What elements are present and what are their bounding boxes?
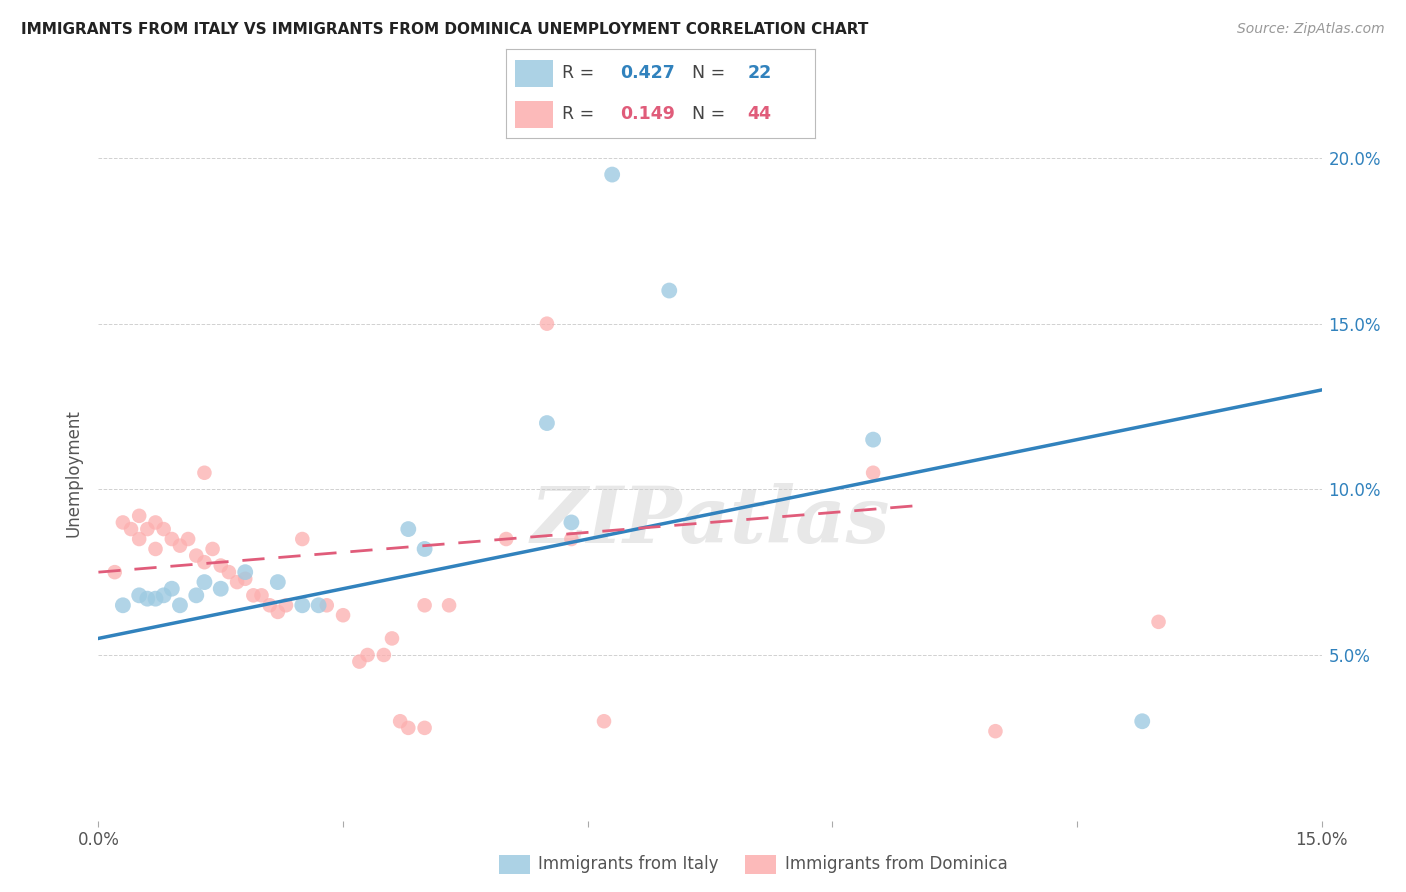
Point — [332, 608, 354, 623]
Text: Immigrants from Dominica: Immigrants from Dominica — [785, 855, 1007, 873]
Point — [169, 539, 191, 553]
Point — [560, 532, 582, 546]
Point — [233, 572, 256, 586]
Point — [1130, 714, 1153, 729]
Point — [291, 532, 314, 546]
Point — [145, 516, 167, 530]
Point — [413, 541, 436, 556]
Text: 0.427: 0.427 — [620, 64, 675, 82]
Point — [186, 588, 208, 602]
Point — [136, 522, 159, 536]
Point — [152, 522, 174, 536]
Text: Source: ZipAtlas.com: Source: ZipAtlas.com — [1237, 22, 1385, 37]
Point — [250, 588, 273, 602]
Point — [274, 599, 297, 613]
Point — [136, 591, 159, 606]
Point — [862, 433, 884, 447]
Text: N =: N = — [692, 105, 731, 123]
Point — [267, 575, 290, 590]
Point — [218, 565, 240, 579]
Point — [413, 599, 436, 613]
Text: Immigrants from Italy: Immigrants from Italy — [538, 855, 718, 873]
Text: N =: N = — [692, 64, 731, 82]
Point — [160, 582, 183, 596]
Point — [242, 588, 264, 602]
Point — [111, 516, 134, 530]
Point — [536, 416, 558, 430]
Point — [495, 532, 517, 546]
Point — [152, 588, 174, 602]
Point — [1147, 615, 1170, 629]
Text: 22: 22 — [748, 64, 772, 82]
Point — [658, 284, 681, 298]
Point — [193, 575, 215, 590]
Point — [381, 632, 404, 646]
Text: R =: R = — [562, 105, 599, 123]
Point — [233, 565, 256, 579]
Text: 44: 44 — [748, 105, 772, 123]
Point — [128, 532, 150, 546]
Point — [160, 532, 183, 546]
Point — [536, 317, 558, 331]
Point — [396, 522, 419, 536]
Point — [349, 655, 371, 669]
Point — [226, 575, 249, 590]
FancyBboxPatch shape — [516, 101, 553, 128]
Point — [267, 605, 290, 619]
Point — [145, 541, 167, 556]
Point — [193, 466, 215, 480]
Point — [145, 591, 167, 606]
Point — [308, 599, 330, 613]
Point — [169, 599, 191, 613]
Point — [186, 549, 208, 563]
Point — [209, 558, 232, 573]
Point — [128, 508, 150, 523]
Point — [560, 516, 582, 530]
Point — [104, 565, 127, 579]
Point — [356, 648, 378, 662]
Point — [259, 599, 281, 613]
FancyBboxPatch shape — [516, 60, 553, 87]
Point — [413, 721, 436, 735]
Text: 0.149: 0.149 — [620, 105, 675, 123]
Point — [373, 648, 395, 662]
Point — [593, 714, 616, 729]
Point — [389, 714, 412, 729]
Point — [396, 721, 419, 735]
Point — [437, 599, 460, 613]
Point — [128, 588, 150, 602]
Point — [177, 532, 200, 546]
Point — [193, 555, 215, 569]
Point — [111, 599, 134, 613]
Point — [984, 724, 1007, 739]
Point — [120, 522, 142, 536]
Text: IMMIGRANTS FROM ITALY VS IMMIGRANTS FROM DOMINICA UNEMPLOYMENT CORRELATION CHART: IMMIGRANTS FROM ITALY VS IMMIGRANTS FROM… — [21, 22, 869, 37]
Point — [862, 466, 884, 480]
Text: R =: R = — [562, 64, 599, 82]
Point — [201, 541, 224, 556]
Point — [291, 599, 314, 613]
Y-axis label: Unemployment: Unemployment — [65, 409, 83, 537]
Text: ZIPatlas: ZIPatlas — [530, 483, 890, 559]
Point — [315, 599, 337, 613]
Point — [600, 168, 623, 182]
Point — [209, 582, 232, 596]
